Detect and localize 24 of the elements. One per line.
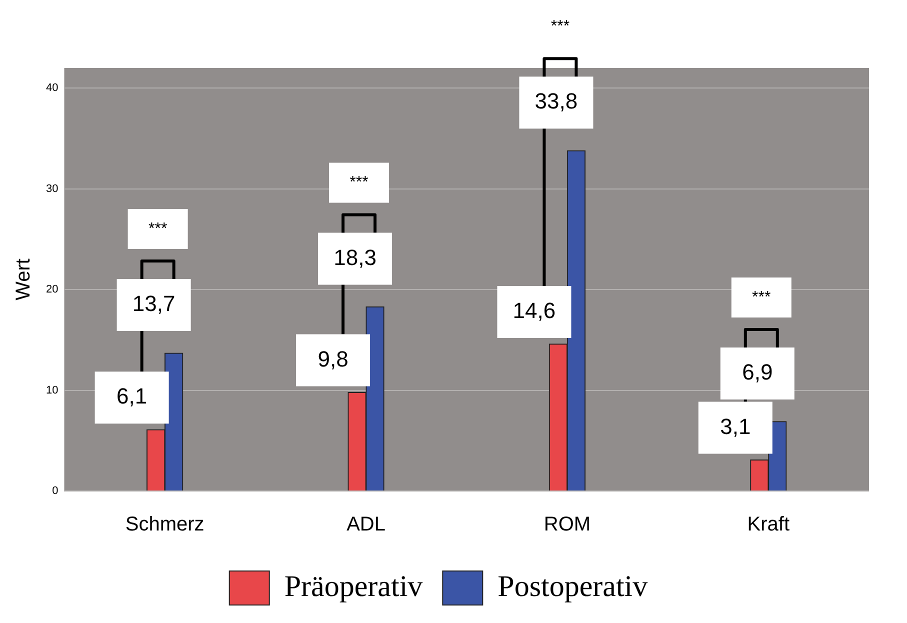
annotation: *** <box>350 174 368 192</box>
data-label: 33,8 <box>534 88 578 114</box>
legend-label: Postoperativ <box>498 570 648 603</box>
y-axis-title: Wert <box>12 258 35 300</box>
x-tick-label: Kraft <box>747 514 790 536</box>
data-label: 14,6 <box>512 298 556 324</box>
data-label: 18,3 <box>334 244 376 270</box>
data-label: 6,9 <box>742 360 773 385</box>
y-tick-label: 10 <box>46 384 58 396</box>
data-label: 6,1 <box>116 384 148 409</box>
text: *** <box>550 18 570 35</box>
annotation: *** <box>148 220 168 238</box>
y-tick-label: 30 <box>46 182 58 195</box>
x-tick-label: ROM <box>544 514 591 536</box>
legend-label: Präoperativ <box>284 570 423 603</box>
data-label: 9,8 <box>318 346 348 372</box>
data-label: 13,7 <box>132 291 176 316</box>
y-tick-label: 40 <box>46 82 58 94</box>
y-tick-label: 20 <box>46 284 58 296</box>
x-tick-label: ADL <box>346 514 386 536</box>
y-tick-label: 0 <box>52 485 58 498</box>
data-label: 3,1 <box>720 414 751 439</box>
x-tick-label: Schmerz <box>125 514 204 536</box>
annotation: *** <box>752 288 771 306</box>
